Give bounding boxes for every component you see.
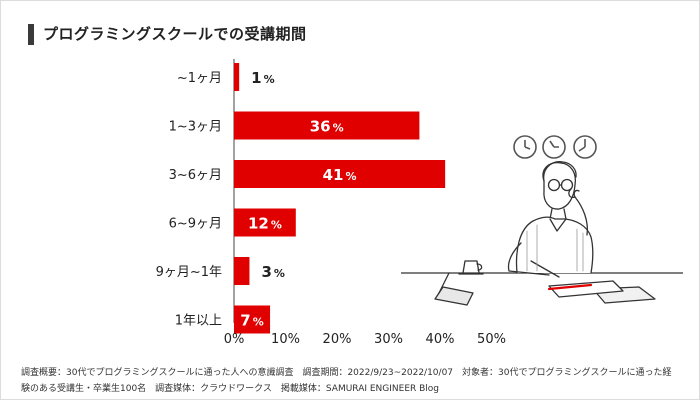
survey-footnote: 調査概要：30代でプログラミングスクールに通った人への意識調査 調査期間：202… [21, 365, 683, 397]
title-accent-bar [28, 24, 34, 45]
category-label: ~1ヶ月 [177, 71, 222, 86]
data-label: 36% [310, 118, 344, 136]
data-label: 7% [240, 312, 263, 330]
x-tick-label: 30% [374, 332, 403, 347]
bar [234, 111, 420, 140]
x-tick-label: 0% [224, 332, 245, 347]
data-label: 3% [261, 263, 284, 281]
category-label: 6~9ヶ月 [169, 217, 222, 232]
x-tick-label: 20% [323, 332, 352, 347]
footnote-line-1: 調査概要：30代でプログラミングスクールに通った人への意識調査 調査期間：202… [21, 368, 672, 378]
category-label: 9ヶ月~1年 [156, 265, 222, 280]
bar [234, 305, 271, 334]
x-tick-label: 50% [477, 332, 506, 347]
data-label: 1% [251, 69, 274, 87]
category-label: 1~3ヶ月 [169, 120, 222, 135]
clock-icons [513, 135, 597, 159]
bar [234, 160, 446, 188]
bar [234, 63, 240, 91]
category-label: 1年以上 [175, 314, 222, 329]
data-label: 41% [323, 166, 357, 184]
bar-chart: ~1ヶ月 1 % 1~3ヶ月 36 % 3~6ヶ月 41 % 6~9ヶ月 12 % 9ヶ月~1年 3 % 1年… [156, 59, 506, 347]
person-thinking-illustration-icon [399, 121, 689, 325]
footnote-line-2: 験のある受講生・卒業生100名 調査媒体：クラウドワークス 掲載媒体：SAMUR… [21, 384, 440, 394]
data-label: 12% [248, 215, 282, 233]
chart-title: プログラミングスクールでの受講期間 [43, 25, 307, 43]
x-tick-label: 10% [271, 332, 300, 347]
bar [234, 257, 250, 285]
bar [234, 208, 296, 237]
category-label: 3~6ヶ月 [169, 168, 222, 183]
x-tick-label: 40% [426, 332, 455, 347]
